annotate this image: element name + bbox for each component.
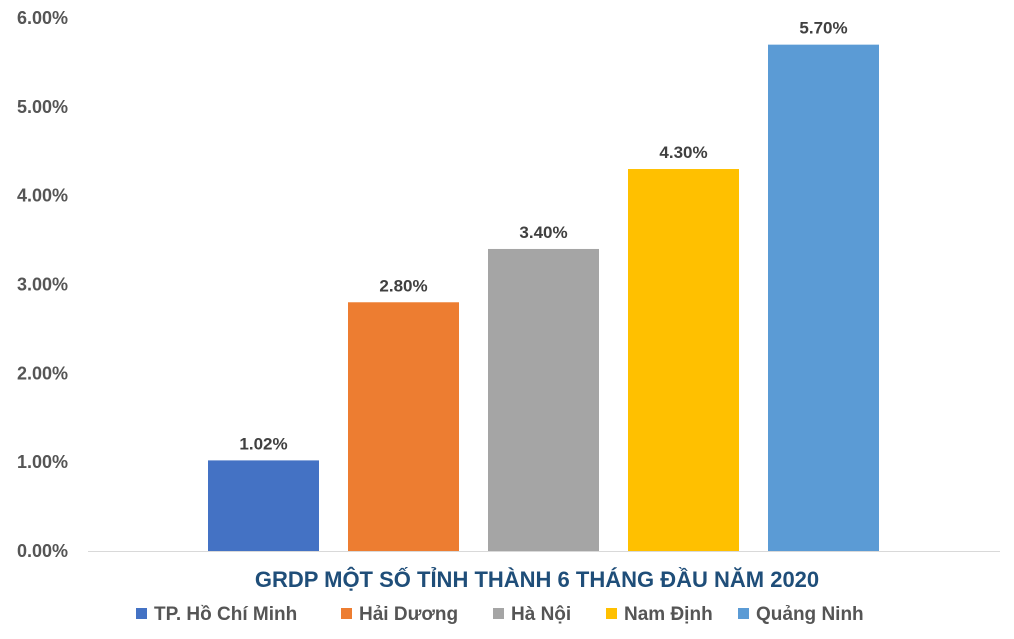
legend-swatch <box>136 608 147 619</box>
legend-swatch <box>493 608 504 619</box>
y-tick-label: 1.00% <box>17 452 68 472</box>
y-tick-label: 2.00% <box>17 363 68 383</box>
chart-title: GRDP MỘT SỐ TỈNH THÀNH 6 THÁNG ĐẦU NĂM 2… <box>255 566 819 592</box>
bar <box>768 44 879 552</box>
data-label: 2.80% <box>379 276 427 295</box>
legend-label: Hải Dương <box>359 604 458 625</box>
bar <box>628 169 739 551</box>
legend-label: Quảng Ninh <box>756 604 864 625</box>
bar <box>348 302 459 551</box>
y-axis: 0.00% 1.00% 2.00% 3.00% 4.00% 5.00% 6.00% <box>17 8 68 561</box>
legend-swatch <box>606 608 617 619</box>
bars <box>208 44 879 552</box>
y-tick-label: 3.00% <box>17 275 68 295</box>
legend-label: Hà Nội <box>511 604 571 625</box>
legend-label: Nam Định <box>624 604 713 625</box>
y-tick-label: 6.00% <box>17 8 68 28</box>
legend-swatch <box>341 608 352 619</box>
data-label: 3.40% <box>519 223 567 242</box>
y-tick-label: 4.00% <box>17 186 68 206</box>
data-label: 4.30% <box>659 143 707 162</box>
y-tick-label: 0.00% <box>17 541 68 561</box>
data-label: 1.02% <box>239 434 287 453</box>
legend: TP. Hồ Chí Minh Hải Dương Hà Nội Nam Định Qu… <box>136 604 864 625</box>
data-labels: 1.02% 2.80% 3.40% 4.30% 5.70% <box>239 19 847 454</box>
data-label: 5.70% <box>799 19 847 38</box>
legend-swatch <box>738 608 749 619</box>
y-tick-label: 5.00% <box>17 97 68 117</box>
bar <box>208 460 319 551</box>
legend-label: TP. Hồ Chí Minh <box>154 604 297 625</box>
bar <box>488 248 599 551</box>
